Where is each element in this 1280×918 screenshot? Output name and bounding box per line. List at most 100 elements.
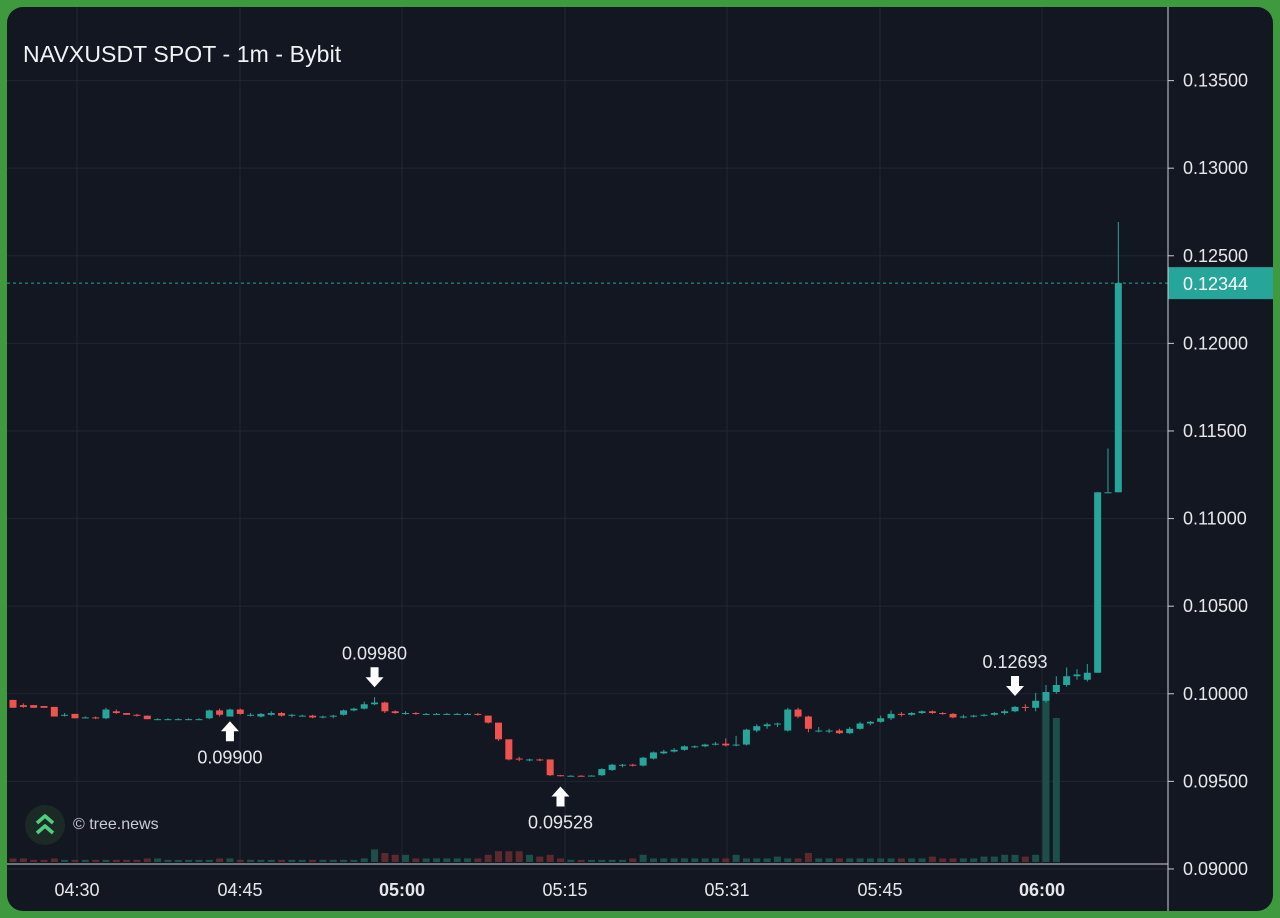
volume-bar — [422, 858, 430, 862]
volume-bar — [691, 858, 699, 862]
candle-body — [970, 715, 978, 717]
candle-body — [546, 759, 554, 776]
candle-body — [309, 715, 317, 718]
candle-body — [9, 699, 17, 708]
volume-bar — [102, 859, 110, 862]
volume-bar — [577, 859, 585, 862]
volume-bar — [846, 858, 854, 862]
candle-body — [298, 715, 306, 717]
candle-body — [701, 744, 709, 747]
last-price-badge — [1168, 267, 1273, 300]
volume-bar — [1032, 854, 1040, 862]
last-price-label: 0.12344 — [1183, 274, 1248, 294]
high-marker-label: 0.09980 — [342, 643, 407, 663]
candle-body — [980, 714, 988, 716]
volume-bar — [174, 859, 182, 862]
candle-body — [908, 713, 916, 715]
y-tick-label: 0.12500 — [1183, 246, 1248, 266]
volume-bar — [185, 859, 193, 862]
high-marker-label: 0.12693 — [982, 652, 1047, 672]
volume-bar — [546, 854, 554, 862]
volume-bar — [402, 854, 410, 862]
y-tick-label: 0.09500 — [1183, 771, 1248, 791]
volume-bar — [959, 858, 967, 862]
candle-body — [1063, 676, 1071, 685]
candle-body — [1042, 692, 1050, 701]
volume-bar — [319, 859, 327, 862]
volume-bar — [112, 859, 120, 862]
candle-body — [226, 709, 234, 717]
candle-body — [1021, 706, 1029, 708]
volume-bar — [505, 851, 513, 862]
volume-bar — [464, 858, 472, 862]
volume-bar — [19, 858, 27, 862]
candle-body — [773, 723, 781, 725]
candle-body — [495, 722, 503, 740]
volume-bar — [1001, 854, 1009, 862]
candle-body — [402, 713, 410, 715]
low-marker-arrow — [220, 721, 239, 742]
volume-bar — [412, 858, 420, 862]
candle-body — [794, 709, 802, 717]
low-marker-label: 0.09900 — [197, 747, 262, 767]
volume-bar — [918, 858, 926, 862]
candle-body — [257, 713, 265, 717]
volume-bar — [526, 854, 533, 862]
candle-body — [195, 719, 203, 721]
candle-body — [92, 717, 100, 719]
y-tick-label: 0.10500 — [1183, 596, 1248, 616]
volume-bar — [298, 859, 306, 862]
volume-bar — [9, 858, 17, 862]
low-marker-arrow — [551, 786, 570, 807]
candle-body — [247, 714, 255, 716]
candle-body — [742, 729, 750, 745]
candle-body — [412, 713, 420, 715]
volume-bar — [309, 859, 317, 862]
volume-bar — [474, 858, 482, 862]
candle-body — [453, 713, 461, 715]
candle-body — [660, 751, 668, 754]
candle-body — [846, 728, 854, 734]
volume-bar — [1042, 696, 1050, 862]
candle-body — [784, 709, 792, 731]
candle-body — [50, 706, 58, 717]
volume-bar — [990, 856, 998, 862]
volume-bar — [484, 854, 492, 862]
volume-bar — [608, 859, 616, 862]
candle-body — [329, 715, 337, 717]
volume-bar — [598, 859, 606, 862]
volume-bar — [278, 859, 286, 862]
candle-body — [567, 775, 575, 777]
volume-bar — [856, 858, 864, 862]
candle-body — [949, 713, 957, 718]
candle-body — [856, 723, 864, 729]
tree-news-chevrons-icon — [25, 805, 65, 845]
volume-bar — [443, 858, 451, 862]
volume-bar — [123, 859, 131, 862]
candle-body — [639, 757, 647, 766]
candle-body — [216, 710, 224, 715]
candle-body — [185, 719, 193, 721]
candle-body — [61, 714, 69, 716]
volume-bar — [350, 859, 358, 862]
candle-body — [722, 743, 730, 746]
volume-bar — [381, 853, 389, 862]
x-tick-label: 05:00 — [379, 880, 425, 900]
candle-body — [618, 764, 626, 766]
candle-body — [536, 759, 544, 761]
volume-bar — [670, 858, 678, 862]
candle-body — [526, 759, 533, 761]
volume-bar — [835, 858, 843, 862]
candle-body — [918, 711, 926, 714]
candle-body — [608, 764, 616, 770]
volume-bar — [649, 858, 657, 862]
candlestick-chart[interactable]: 0.12344 0.09900 0.09980 0.09528 0.12693 0.13… — [7, 7, 1273, 911]
candle-body — [587, 775, 595, 777]
volume-bar — [92, 859, 100, 862]
volume-bar — [1052, 718, 1060, 862]
x-tick-label: 05:31 — [704, 880, 749, 900]
watermark: © tree.news — [25, 805, 159, 845]
volume-bar — [825, 858, 833, 862]
candle-body — [1094, 492, 1102, 673]
candle-body — [1001, 711, 1009, 714]
